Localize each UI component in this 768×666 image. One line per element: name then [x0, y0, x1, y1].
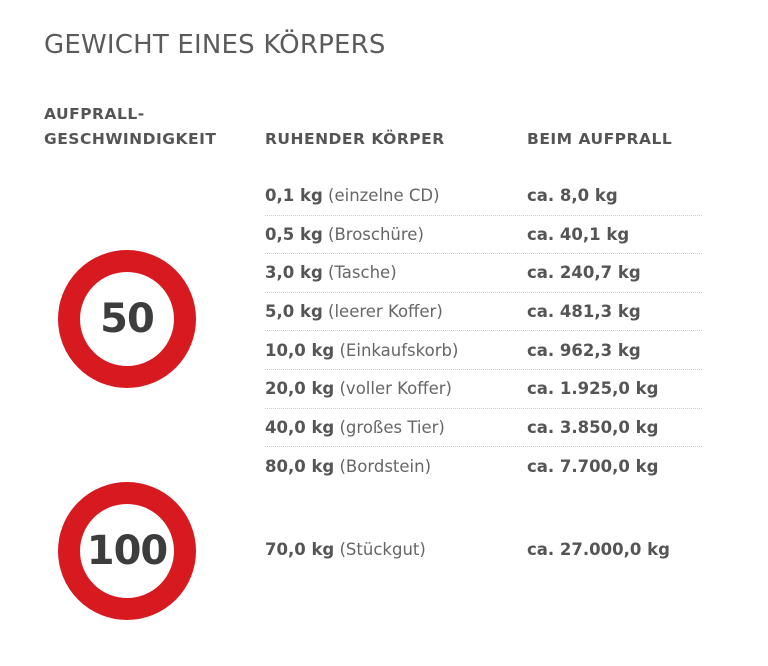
table-row: 40,0 kg (großes Tier) ca. 3.850,0 kg	[265, 409, 702, 448]
resting-mass: 5,0 kg	[265, 302, 323, 322]
resting-weight-cell: 10,0 kg (Einkaufskorb)	[265, 341, 527, 360]
impact-weight-cell: ca. 7.700,0 kg	[527, 456, 659, 476]
resting-mass: 40,0 kg	[265, 417, 335, 437]
column-header-impact-speed: AUFPRALL- GESCHWINDIGKEIT	[44, 102, 216, 152]
resting-mass: 0,1 kg	[265, 186, 323, 206]
object-label: (Broschüre)	[328, 224, 424, 244]
object-label: (einzelne CD)	[328, 186, 440, 206]
resting-weight-cell: 20,0 kg (voller Koffer)	[265, 379, 527, 398]
impact-weight-cell: ca. 240,7 kg	[527, 263, 641, 283]
speed-limit-value: 100	[86, 528, 168, 574]
resting-weight-cell: 80,0 kg (Bordstein)	[265, 457, 527, 476]
resting-weight-cell: 5,0 kg (leerer Koffer)	[265, 302, 527, 321]
resting-weight-cell: 70,0 kg (Stückgut)	[265, 540, 527, 559]
resting-weight-cell: 0,5 kg (Broschüre)	[265, 225, 527, 244]
column-header-on-impact: BEIM AUFPRALL	[527, 130, 673, 148]
resting-mass: 3,0 kg	[265, 263, 323, 283]
column-header-resting-body: RUHENDER KÖRPER	[265, 130, 445, 148]
impact-weight-cell: ca. 40,1 kg	[527, 224, 630, 244]
resting-mass: 80,0 kg	[265, 456, 335, 476]
resting-weight-cell: 0,1 kg (einzelne CD)	[265, 186, 527, 205]
impact-weight-cell: ca. 1.925,0 kg	[527, 379, 659, 399]
resting-mass: 70,0 kg	[265, 539, 335, 559]
object-label: (Tasche)	[328, 263, 397, 283]
impact-weight-cell: ca. 962,3 kg	[527, 340, 641, 360]
table-row: 0,1 kg (einzelne CD) ca. 8,0 kg	[265, 177, 702, 216]
object-label: (voller Koffer)	[339, 379, 452, 399]
page-title: GEWICHT EINES KÖRPERS	[44, 30, 386, 60]
resting-weight-cell: 40,0 kg (großes Tier)	[265, 418, 527, 437]
column-header-impact-speed-line1: AUFPRALL-	[44, 105, 145, 123]
speed-limit-50-sign-icon: 50	[58, 250, 196, 388]
resting-mass: 20,0 kg	[265, 379, 335, 399]
table-row: 10,0 kg (Einkaufskorb) ca. 962,3 kg	[265, 331, 702, 370]
impact-weight-cell: ca. 27.000,0 kg	[527, 539, 670, 559]
table-row: 70,0 kg (Stückgut) ca. 27.000,0 kg	[265, 530, 702, 568]
object-label: (großes Tier)	[339, 417, 445, 437]
table-row: 0,5 kg (Broschüre) ca. 40,1 kg	[265, 216, 702, 255]
speed-limit-100-sign-icon: 100	[58, 482, 196, 620]
object-label: (leerer Koffer)	[328, 302, 443, 322]
weight-table-50: 0,1 kg (einzelne CD) ca. 8,0 kg 0,5 kg (…	[265, 177, 702, 486]
table-row: 20,0 kg (voller Koffer) ca. 1.925,0 kg	[265, 370, 702, 409]
table-row: 80,0 kg (Bordstein) ca. 7.700,0 kg	[265, 447, 702, 486]
impact-weight-cell: ca. 3.850,0 kg	[527, 417, 659, 437]
object-label: (Stückgut)	[339, 539, 426, 559]
speed-limit-value: 50	[100, 296, 155, 342]
resting-mass: 0,5 kg	[265, 224, 323, 244]
impact-weight-cell: ca. 481,3 kg	[527, 302, 641, 322]
resting-mass: 10,0 kg	[265, 340, 335, 360]
column-header-impact-speed-line2: GESCHWINDIGKEIT	[44, 130, 217, 148]
object-label: (Bordstein)	[339, 456, 432, 476]
object-label: (Einkaufskorb)	[339, 340, 459, 360]
resting-weight-cell: 3,0 kg (Tasche)	[265, 263, 527, 282]
impact-weight-cell: ca. 8,0 kg	[527, 186, 618, 206]
table-row: 3,0 kg (Tasche) ca. 240,7 kg	[265, 254, 702, 293]
table-row: 5,0 kg (leerer Koffer) ca. 481,3 kg	[265, 293, 702, 332]
